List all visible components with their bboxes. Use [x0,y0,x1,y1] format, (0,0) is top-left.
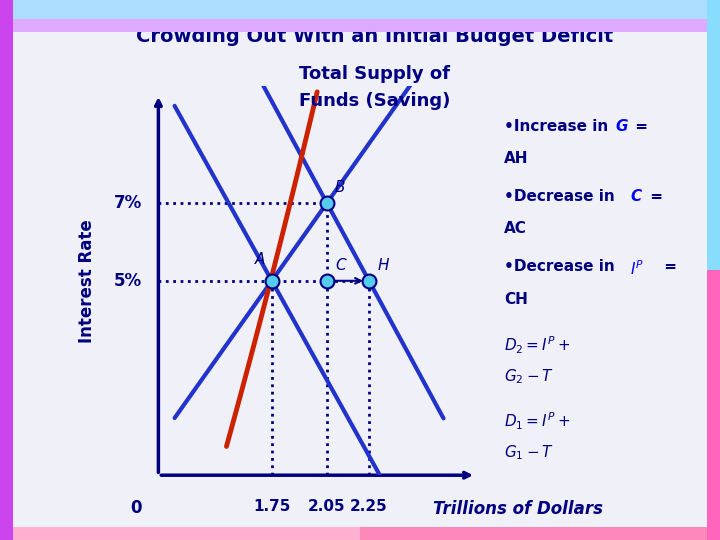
Text: 1.75: 1.75 [253,498,290,514]
Text: Interest Rate: Interest Rate [78,219,96,343]
Point [364,276,375,285]
Text: CH: CH [504,292,528,307]
Text: B: B [335,180,346,195]
Text: •Decrease in: •Decrease in [504,189,620,204]
Text: AH: AH [504,151,528,166]
Text: •Decrease in: •Decrease in [504,259,620,274]
Point [321,199,333,207]
Point [321,276,333,285]
Text: $I^P$: $I^P$ [630,259,644,278]
Text: Crowding Out With an Initial Budget Deficit: Crowding Out With an Initial Budget Defi… [136,27,613,46]
Text: Total Supply of: Total Supply of [299,65,450,83]
Text: •Increase in: •Increase in [504,119,613,134]
Text: =: = [630,119,648,134]
Text: $G_1 - T$: $G_1 - T$ [504,443,554,462]
Text: 0: 0 [131,498,143,517]
Text: Funds (Saving): Funds (Saving) [299,92,450,110]
Text: 5%: 5% [114,272,143,290]
Text: $D_2 = I^P +$: $D_2 = I^P +$ [504,335,570,356]
Text: Trillions of Dollars: Trillions of Dollars [433,501,603,518]
Text: =: = [645,189,663,204]
Text: AC: AC [504,221,527,237]
Text: 7%: 7% [114,194,143,212]
Text: H: H [377,258,389,273]
Text: G: G [616,119,628,134]
Text: $D_1 = I^P +$: $D_1 = I^P +$ [504,410,570,432]
Text: =: = [659,259,677,274]
Text: $G_2 - T$: $G_2 - T$ [504,367,554,386]
Text: C: C [335,258,346,273]
Text: A: A [256,252,266,267]
Text: 2.05: 2.05 [308,498,346,514]
Text: C: C [630,189,642,204]
Point [266,276,278,285]
Text: 2.25: 2.25 [350,498,388,514]
